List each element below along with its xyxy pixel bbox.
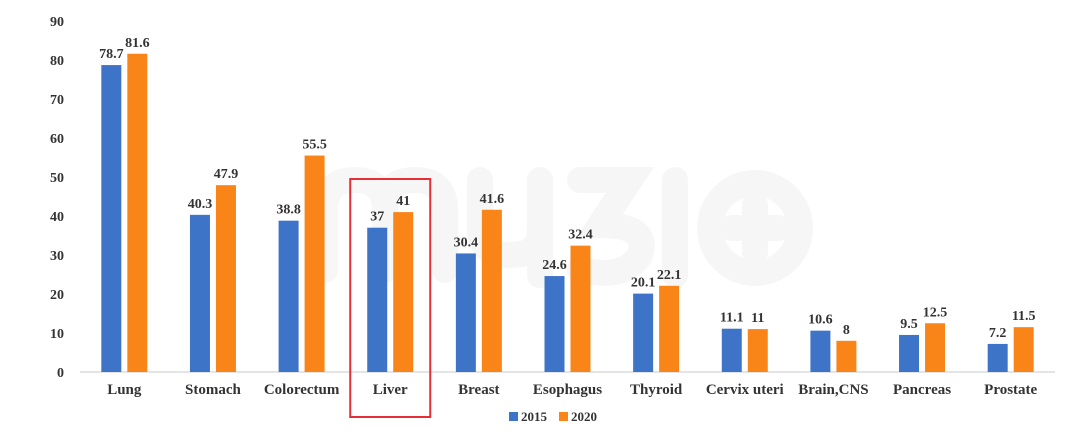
bar-2020-breast bbox=[481, 209, 502, 372]
y-tick-label: 0 bbox=[57, 366, 64, 381]
y-tick-label: 90 bbox=[50, 15, 64, 30]
bar-2015-colorectum bbox=[278, 220, 299, 372]
data-labels-group: 78.781.6 40.347.9 38.8 55.5 37 41 30.4 41.6 24.6… bbox=[99, 36, 1035, 341]
data-label-2020: 41 bbox=[396, 194, 410, 209]
x-category-label: Lung bbox=[107, 382, 142, 398]
data-label-2020: 81.6 bbox=[125, 36, 150, 51]
y-tick-label: 20 bbox=[50, 288, 64, 303]
bar-2015-liver bbox=[367, 227, 388, 372]
y-tick-label: 80 bbox=[50, 54, 64, 69]
data-label-2015: 7.2 bbox=[989, 326, 1007, 341]
data-label-2020: 47.9 bbox=[214, 167, 239, 182]
x-category-label: Brain,CNS bbox=[798, 382, 868, 398]
data-label-2015: 20.1 bbox=[631, 276, 656, 291]
bar-2020-cervix-uteri bbox=[747, 329, 768, 372]
y-tick-label: 50 bbox=[50, 171, 64, 186]
x-category-label: Esophagus bbox=[533, 382, 602, 398]
bars-group bbox=[101, 53, 1034, 372]
bar-2020-colorectum bbox=[304, 155, 325, 372]
bar-2015-brain-cns bbox=[810, 330, 831, 372]
data-label-2020: 12.5 bbox=[923, 305, 948, 320]
data-label-2015: 10.6 bbox=[808, 313, 833, 328]
x-category-label: Cervix uteri bbox=[706, 382, 784, 398]
x-category-label: Pancreas bbox=[893, 382, 951, 398]
legend: 2015 2020 bbox=[509, 409, 597, 424]
data-label-2020: 8 bbox=[843, 323, 850, 338]
data-label-2020: 11 bbox=[751, 311, 764, 326]
bar-2015-esophagus bbox=[544, 276, 565, 372]
data-label-2015: 30.4 bbox=[454, 235, 479, 250]
legend-label-2015: 2015 bbox=[521, 409, 548, 424]
bar-2015-prostate bbox=[987, 343, 1008, 372]
data-label-2015: 37 bbox=[370, 210, 384, 225]
bar-2020-pancreas bbox=[925, 323, 946, 372]
bar-2015-lung bbox=[101, 65, 122, 372]
data-label-2020: 22.1 bbox=[657, 268, 682, 283]
data-label-2020: 11.5 bbox=[1012, 309, 1036, 324]
data-label-2020: 41.6 bbox=[480, 192, 505, 207]
y-axis-ticks: 0 10 20 30 40 50 60 70 80 90 bbox=[50, 15, 64, 381]
data-label-2015: 9.5 bbox=[900, 317, 918, 332]
y-tick-label: 10 bbox=[50, 327, 64, 342]
legend-swatch-2020 bbox=[559, 412, 568, 421]
bar-2020-thyroid bbox=[659, 285, 680, 372]
bar-2020-liver bbox=[393, 212, 414, 372]
x-category-label: Breast bbox=[458, 382, 499, 398]
bar-2015-stomach bbox=[189, 214, 210, 372]
bar-2020-lung bbox=[127, 53, 148, 372]
data-label-2015: 40.3 bbox=[188, 197, 213, 212]
legend-label-2020: 2020 bbox=[571, 409, 597, 424]
bar-2015-thyroid bbox=[633, 293, 654, 372]
y-tick-label: 40 bbox=[50, 210, 64, 225]
x-category-label: Colorectum bbox=[264, 382, 340, 398]
bar-2015-breast bbox=[455, 253, 476, 372]
bar-2020-brain-cns bbox=[836, 340, 857, 372]
data-label-2015: 11.1 bbox=[720, 311, 744, 326]
watermark-logo bbox=[312, 166, 813, 288]
x-category-label: Prostate bbox=[984, 382, 1037, 398]
x-category-label: Thyroid bbox=[630, 382, 683, 398]
bar-2015-pancreas bbox=[899, 334, 920, 372]
x-category-label: Stomach bbox=[185, 382, 241, 398]
bar-2020-esophagus bbox=[570, 245, 591, 372]
y-tick-label: 60 bbox=[50, 132, 64, 147]
legend-swatch-2015 bbox=[509, 412, 518, 421]
bar-2015-cervix-uteri bbox=[721, 328, 742, 372]
y-tick-label: 70 bbox=[50, 93, 64, 108]
data-label-2015: 24.6 bbox=[542, 258, 567, 273]
y-tick-label: 30 bbox=[50, 249, 64, 264]
data-label-2020: 32.4 bbox=[568, 228, 593, 243]
x-category-label: Liver bbox=[373, 382, 408, 398]
data-label-2020: 55.5 bbox=[302, 138, 327, 153]
category-labels-group: Lung Stomach Colorectum Liver Breast Esophagu… bbox=[107, 382, 1037, 398]
bar-2020-stomach bbox=[215, 185, 236, 372]
data-label-2015: 78.7 bbox=[99, 47, 124, 62]
data-label-2015: 38.8 bbox=[276, 203, 301, 218]
bar-2020-prostate bbox=[1013, 327, 1034, 372]
highlight-box-liver bbox=[349, 178, 432, 418]
